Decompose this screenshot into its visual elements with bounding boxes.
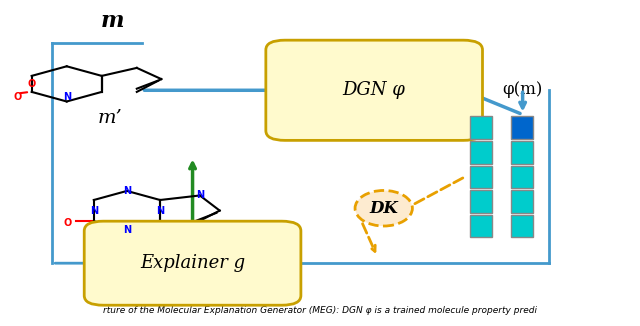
Text: rture of the Molecular Explanation Generator (MEG): DGN φ is a trained molecule : rture of the Molecular Explanation Gener… (103, 306, 537, 315)
Bar (511, 190, 534, 213)
Bar (511, 215, 534, 237)
Text: O: O (63, 218, 72, 228)
Text: N: N (63, 92, 71, 102)
Bar (470, 215, 492, 237)
Bar (470, 116, 492, 139)
Bar (470, 166, 492, 188)
Text: N: N (90, 206, 98, 215)
Bar (511, 141, 534, 164)
Text: m: m (101, 10, 125, 32)
Bar (511, 116, 534, 139)
Text: N: N (196, 190, 204, 200)
Text: m’: m’ (97, 109, 122, 127)
Text: Explainer g: Explainer g (140, 254, 245, 272)
Text: φ(m): φ(m) (502, 82, 543, 98)
Text: O: O (28, 79, 36, 89)
Bar (470, 190, 492, 213)
Text: φ(m’): φ(m’) (436, 82, 482, 98)
Text: O: O (13, 92, 22, 102)
Text: DK: DK (369, 200, 398, 217)
Bar (470, 141, 492, 164)
FancyBboxPatch shape (266, 40, 483, 141)
Text: N: N (123, 186, 131, 196)
Bar (511, 166, 534, 188)
Text: N: N (123, 225, 131, 235)
FancyBboxPatch shape (84, 221, 301, 305)
Ellipse shape (355, 190, 412, 226)
Text: N: N (156, 206, 164, 215)
Text: DGN φ: DGN φ (343, 81, 406, 99)
